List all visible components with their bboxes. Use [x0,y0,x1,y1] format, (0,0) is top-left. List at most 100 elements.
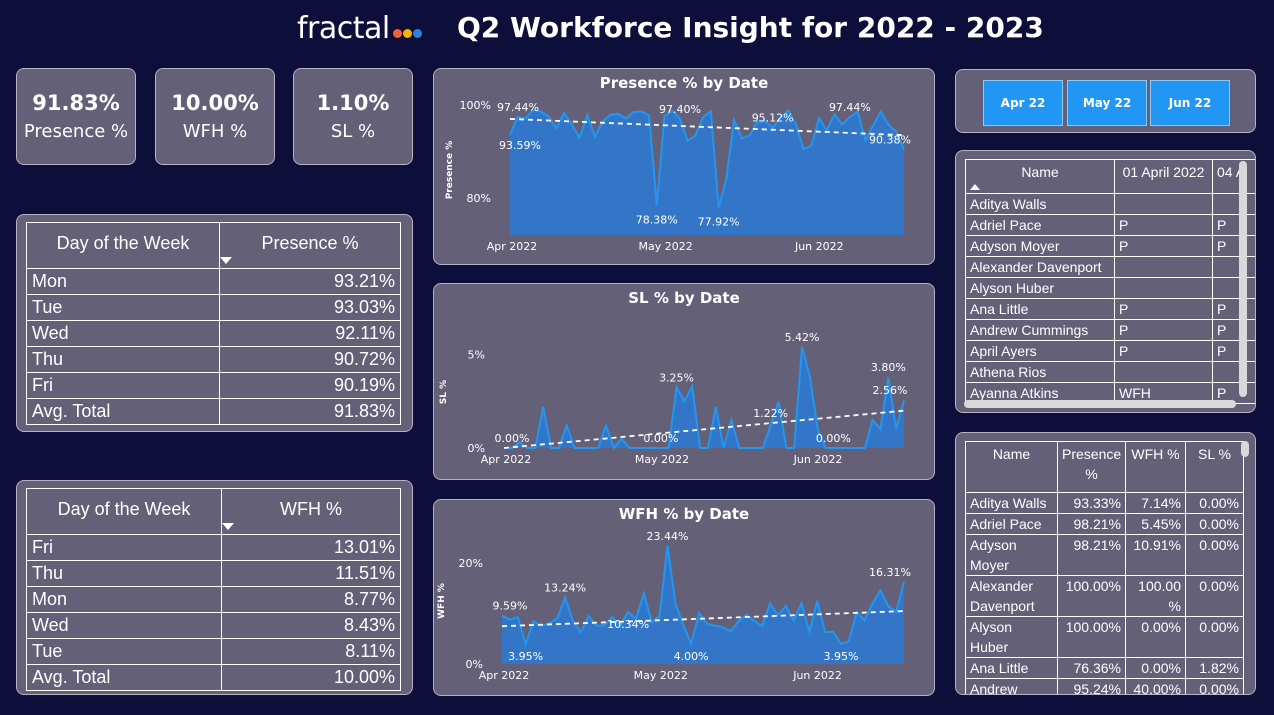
wfh-chart-panel: WFH % by Date 0% 20% Apr 2022 May 2022 Jun 2… [433,499,935,696]
vertical-scrollbar[interactable] [1241,441,1249,457]
chart-title: Presence % by Date [599,74,769,92]
value-cell: 98.21% [1057,534,1126,576]
table-row[interactable]: Wed 92.11% [26,320,401,347]
data-label: 16.31% [869,566,911,579]
sort-desc-icon[interactable] [222,523,234,530]
kpi-card-wfh[interactable]: 10.00% WFH % [155,68,275,165]
x-tick-label: May 2022 [639,240,693,253]
horizontal-scrollbar[interactable] [964,400,1236,408]
table-row[interactable]: Andrew 95.24% 40.00% 0.00% [965,678,1244,694]
table-row[interactable]: Alexander Davenport [965,256,1255,278]
column-header-name[interactable]: Name [965,159,1115,194]
table-row[interactable]: Mon 8.77% [26,586,401,613]
month-slicer-panel: Apr 22 May 22 Jun 22 [955,69,1256,133]
table-row[interactable]: Mon 93.21% [26,268,401,295]
name-cell: Adriel Pace [965,214,1115,236]
status-cell [1212,361,1255,383]
table-row[interactable]: Fri 90.19% [26,372,401,399]
table-row[interactable]: Thu 11.51% [26,560,401,587]
status-cell [1114,277,1213,299]
data-label: 93.59% [499,139,541,152]
wfh-by-day-table: Day of the Week WFH % Fri 13.01% Thu 11.51… [26,488,401,691]
vertical-scrollbar[interactable] [1239,161,1247,397]
presence-area-chart[interactable]: 80%100%Apr 2022 May 2022 Jun 2022Presence … [434,69,934,264]
column-header-presence[interactable]: Presence % [219,222,401,269]
table-row[interactable]: Tue 93.03% [26,294,401,321]
table-row[interactable]: Andrew Cummings P P [965,319,1255,341]
fractal-logo: fractal [297,8,422,48]
table-row[interactable]: Alyson Huber [965,277,1255,299]
value-cell: 0.00% [1125,657,1186,679]
wfh-area-chart[interactable]: 0% 20% Apr 2022 May 2022 Jun 2022 WFH % 9.59% 3… [434,500,934,695]
month-button-jun[interactable]: Jun 22 [1150,80,1230,126]
column-header-name[interactable]: Name [965,441,1058,493]
status-cell: P [1212,214,1255,236]
name-cell: Adyson Moyer [965,534,1058,576]
column-header-day[interactable]: Day of the Week [26,222,220,269]
name-cell: Andrew [965,678,1058,694]
column-header-date[interactable]: 01 April 2022 [1114,159,1213,194]
summary-grid-table: Name Presence % WFH % SL % Aditya Walls 9… [965,441,1244,694]
table-row[interactable]: Tue 8.11% [26,638,401,665]
x-tick-label: Jun 2022 [792,669,842,682]
table-row[interactable]: Wed 8.43% [26,612,401,639]
table-row[interactable]: April Ayers P P [965,340,1255,362]
table-total-row: Avg. Total 10.00% [26,664,401,691]
table-row[interactable]: Adyson Moyer P P [965,235,1255,257]
data-label: 77.92% [698,216,740,229]
sort-desc-icon[interactable] [220,257,232,264]
column-header-date[interactable]: 04 A [1212,159,1255,194]
data-label: 5.42% [785,331,820,344]
value-cell: 10.91% [1125,534,1186,576]
table-row[interactable]: Adriel Pace P P [965,214,1255,236]
y-tick-label: 0% [466,658,483,671]
table-row[interactable]: Adyson Moyer 98.21% 10.91% 0.00% [965,534,1244,576]
kpi-label: WFH % [182,121,248,142]
status-cell [1114,256,1213,278]
column-header-wfh[interactable]: WFH % [221,488,401,535]
column-header-sl[interactable]: SL % [1185,441,1244,493]
status-cell: P [1114,235,1213,257]
value-cell: 0.00% [1185,616,1244,658]
area-fill [510,110,904,235]
column-header-presence[interactable]: Presence % [1057,441,1126,493]
table-row[interactable]: Fri 13.01% [26,534,401,561]
logo-dot-orange [392,28,402,38]
table-row[interactable]: Ana Little P P [965,298,1255,320]
name-cell: Alexander Davenport [965,256,1115,278]
table-row[interactable]: Adriel Pace 98.21% 5.45% 0.00% [965,513,1244,535]
column-header-day[interactable]: Day of the Week [26,488,222,535]
kpi-label: SL % [330,121,376,142]
name-cell: Andrew Cummings [965,319,1115,341]
month-button-may[interactable]: May 22 [1067,80,1147,126]
value-cell: 100.00% [1057,616,1126,658]
status-cell [1212,193,1255,215]
kpi-label: Presence % [23,121,129,142]
value-cell: 7.14% [1125,492,1186,514]
table-row[interactable]: Alexander Davenport 100.00% 100.00 % 0.00% [965,575,1244,617]
name-cell: Athena Rios [965,361,1115,383]
sl-area-chart[interactable]: 0% 5% Apr 2022 May 2022 Jun 2022 SL % 0.00% 3.2… [434,284,934,479]
kpi-card-presence[interactable]: 91.83% Presence % [16,68,136,165]
table-row[interactable]: Aditya Walls [965,193,1255,215]
summary-grid-panel: Name Presence % WFH % SL % Aditya Walls 9… [955,432,1256,695]
logo-dot-blue [412,28,422,38]
value-cell: 100.00 % [1125,575,1186,617]
sort-asc-icon[interactable] [970,184,980,190]
table-row[interactable]: Athena Rios [965,361,1255,383]
table-row[interactable]: Alyson Huber 100.00% 0.00% 0.00% [965,616,1244,658]
table-total-row: Avg. Total 91.83% [26,398,401,425]
kpi-card-sl[interactable]: 1.10% SL % [293,68,413,165]
y-tick-label: 100% [460,99,491,112]
data-label: 3.80% [871,361,906,374]
data-label: 13.24% [544,581,586,594]
y-tick-label: 80% [467,192,491,205]
table-row[interactable]: Thu 90.72% [26,346,401,373]
table-row[interactable]: Aditya Walls 93.33% 7.14% 0.00% [965,492,1244,514]
table-row[interactable]: Ana Little 76.36% 0.00% 1.82% [965,657,1244,679]
name-cell: Alexander Davenport [965,575,1058,617]
status-cell: P [1114,340,1213,362]
month-button-apr[interactable]: Apr 22 [983,80,1063,126]
column-header-wfh[interactable]: WFH % [1125,441,1186,493]
data-label: 10.34% [607,618,649,631]
